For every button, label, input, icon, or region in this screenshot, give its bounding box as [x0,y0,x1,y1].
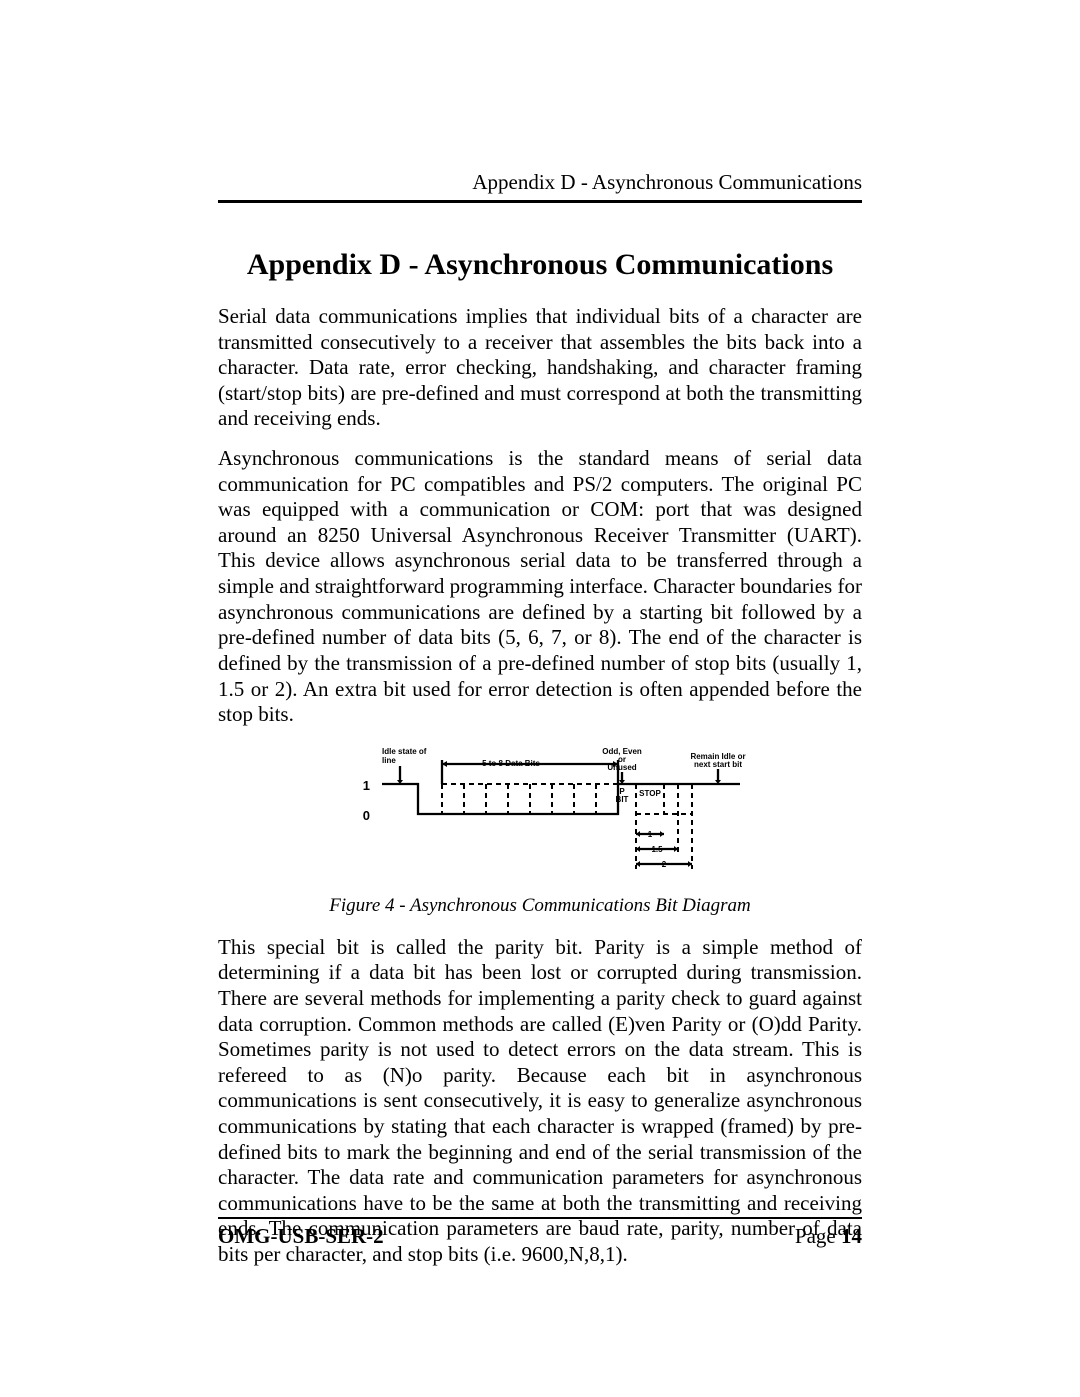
footer-page: Page 14 [795,1224,862,1249]
svg-text:0: 0 [363,808,370,823]
figure-bit-diagram: 1 0 Idle state of line 5 to 8 Data Bits … [218,742,862,887]
svg-text:1: 1 [363,778,370,793]
figure-caption: Figure 4 - Asynchronous Communications B… [218,895,862,917]
paragraph-1: Serial data communications implies that … [218,304,862,432]
content-area: Appendix D - Asynchronous Communications… [218,248,862,1268]
svg-text:2: 2 [662,860,667,869]
svg-text:1: 1 [648,830,653,839]
header-rule [218,200,862,203]
footer-page-label: Page [795,1224,841,1248]
svg-text:Idle state of: Idle state of [382,747,427,756]
svg-text:BIT: BIT [616,795,629,804]
footer: OMG-USB-SER-2 Page 14 [218,1224,862,1249]
footer-doc-id: OMG-USB-SER-2 [218,1224,384,1249]
svg-text:1.5: 1.5 [651,845,663,854]
footer-rule [218,1217,862,1219]
svg-text:next start bit: next start bit [694,760,742,769]
bit-diagram-svg: 1 0 Idle state of line 5 to 8 Data Bits … [310,742,770,887]
running-header: Appendix D - Asynchronous Communications [218,170,862,201]
page: Appendix D - Asynchronous Communications… [0,0,1080,1397]
svg-text:line: line [382,756,396,765]
footer-page-number: 14 [841,1224,862,1248]
page-title: Appendix D - Asynchronous Communications [218,248,862,282]
svg-text:STOP: STOP [639,789,661,798]
paragraph-2: Asynchronous communications is the stand… [218,446,862,728]
